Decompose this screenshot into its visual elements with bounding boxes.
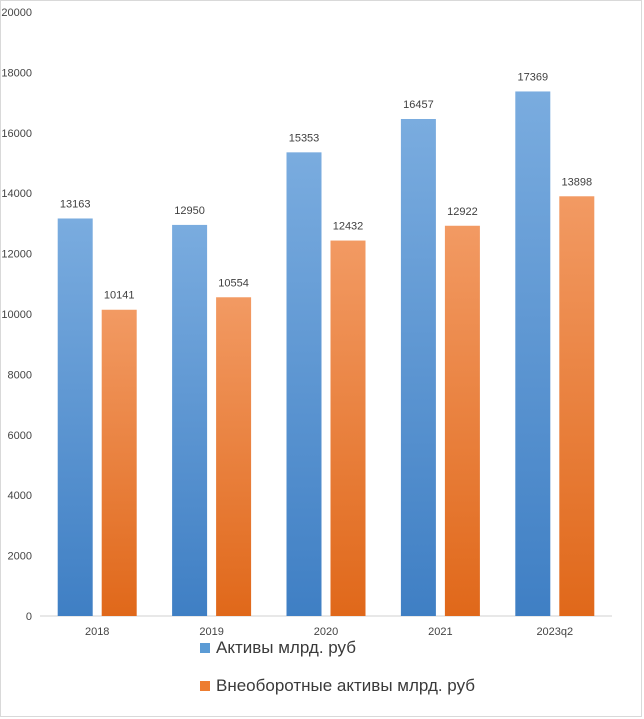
y-tick-label: 0 — [26, 611, 32, 623]
x-tick-label: 2023q2 — [536, 626, 573, 638]
data-label-assets-2023q2: 17369 — [518, 71, 549, 83]
y-tick-label: 2000 — [8, 551, 32, 563]
x-tick-label: 2020 — [314, 626, 338, 638]
legend-swatch-assets — [200, 643, 210, 653]
bar-noncurrent-assets-2020 — [330, 240, 366, 617]
y-tick-label: 18000 — [1, 67, 32, 79]
bar-noncurrent-assets-2018 — [101, 309, 137, 616]
y-axis-ticks: 0 2000 4000 6000 8000 10000 12000 14000 16000 180… — [1, 7, 32, 623]
y-tick-label: 12000 — [1, 249, 32, 261]
legend: Активы млрд. руб Внеоборотные активы млр… — [200, 636, 475, 712]
bar-assets-2021 — [400, 118, 436, 616]
bar-assets-2020 — [286, 152, 322, 616]
legend-label-assets: Активы млрд. руб — [216, 638, 356, 657]
y-tick-label: 14000 — [1, 188, 32, 200]
data-label-noncurrent-assets-2021: 12922 — [447, 206, 478, 218]
data-label-assets-2018: 13163 — [60, 198, 91, 210]
legend-item-noncurrent-assets: Внеоборотные активы млрд. руб — [200, 674, 475, 698]
y-tick-label: 6000 — [8, 430, 32, 442]
bar-noncurrent-assets-2023q2 — [559, 196, 595, 616]
x-tick-label: 2019 — [199, 626, 223, 638]
legend-swatch-noncurrent-assets — [200, 681, 210, 691]
data-label-noncurrent-assets-2023q2: 13898 — [562, 176, 593, 188]
legend-item-assets: Активы млрд. руб — [200, 636, 475, 660]
data-label-noncurrent-assets-2018: 10141 — [104, 290, 135, 302]
data-label-noncurrent-assets-2020: 12432 — [333, 221, 364, 233]
y-tick-label: 16000 — [1, 128, 32, 140]
x-axis-labels: 2018 2019 2020 2021 2023q2 — [85, 626, 573, 638]
bar-noncurrent-assets-2021 — [444, 225, 480, 616]
x-tick-label: 2021 — [428, 626, 452, 638]
data-label-assets-2020: 15353 — [289, 132, 320, 144]
bar-assets-2023q2 — [515, 91, 551, 617]
data-label-noncurrent-assets-2019: 10554 — [218, 277, 249, 289]
data-labels: 13163 10141 12950 10554 15353 12432 16457 12922… — [60, 71, 592, 301]
bars — [57, 91, 595, 617]
y-tick-label: 20000 — [1, 7, 32, 19]
legend-label-noncurrent-assets: Внеоборотные активы млрд. руб — [216, 676, 476, 695]
bar-noncurrent-assets-2019 — [216, 297, 252, 616]
data-label-assets-2021: 16457 — [403, 99, 434, 111]
y-tick-label: 10000 — [1, 309, 32, 321]
x-tick-label: 2018 — [85, 626, 109, 638]
bar-assets-2018 — [57, 218, 93, 616]
y-tick-label: 8000 — [8, 369, 32, 381]
y-tick-label: 4000 — [8, 490, 32, 502]
data-label-assets-2019: 12950 — [174, 205, 205, 217]
bar-assets-2019 — [172, 224, 208, 616]
